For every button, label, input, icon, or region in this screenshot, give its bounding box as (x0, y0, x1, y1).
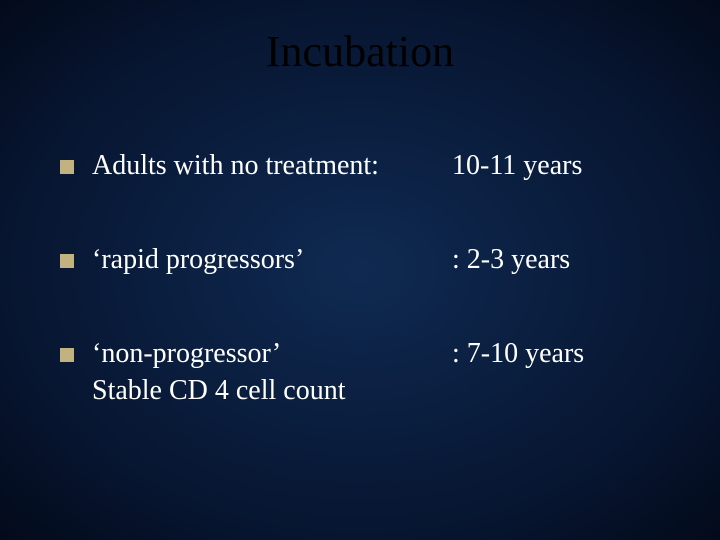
list-item: Adults with no treatment: 10-11 years (60, 147, 680, 185)
square-bullet-icon (60, 160, 74, 174)
item-value: : 2-3 years (452, 241, 680, 279)
item-value: : 7-10 years (452, 335, 680, 373)
square-bullet-icon (60, 254, 74, 268)
slide-container: Incubation Adults with no treatment: 10-… (0, 0, 720, 540)
bullet-list: Adults with no treatment: 10-11 years ‘r… (40, 147, 680, 410)
item-sub-text: Stable CD 4 cell count (92, 372, 452, 410)
list-item: ‘non-progressor’ Stable CD 4 cell count … (60, 335, 680, 411)
item-text: ‘rapid progressors’ (92, 241, 452, 279)
item-main-text: Adults with no treatment: (92, 150, 379, 181)
item-text: ‘non-progressor’ Stable CD 4 cell count (92, 335, 452, 411)
item-value: 10-11 years (452, 147, 680, 185)
list-item: ‘rapid progressors’ : 2-3 years (60, 241, 680, 279)
slide-title: Incubation (40, 26, 680, 77)
item-main-text: ‘rapid progressors’ (92, 244, 304, 275)
item-text: Adults with no treatment: (92, 147, 452, 185)
square-bullet-icon (60, 348, 74, 362)
item-main-text: ‘non-progressor’ (92, 335, 452, 373)
